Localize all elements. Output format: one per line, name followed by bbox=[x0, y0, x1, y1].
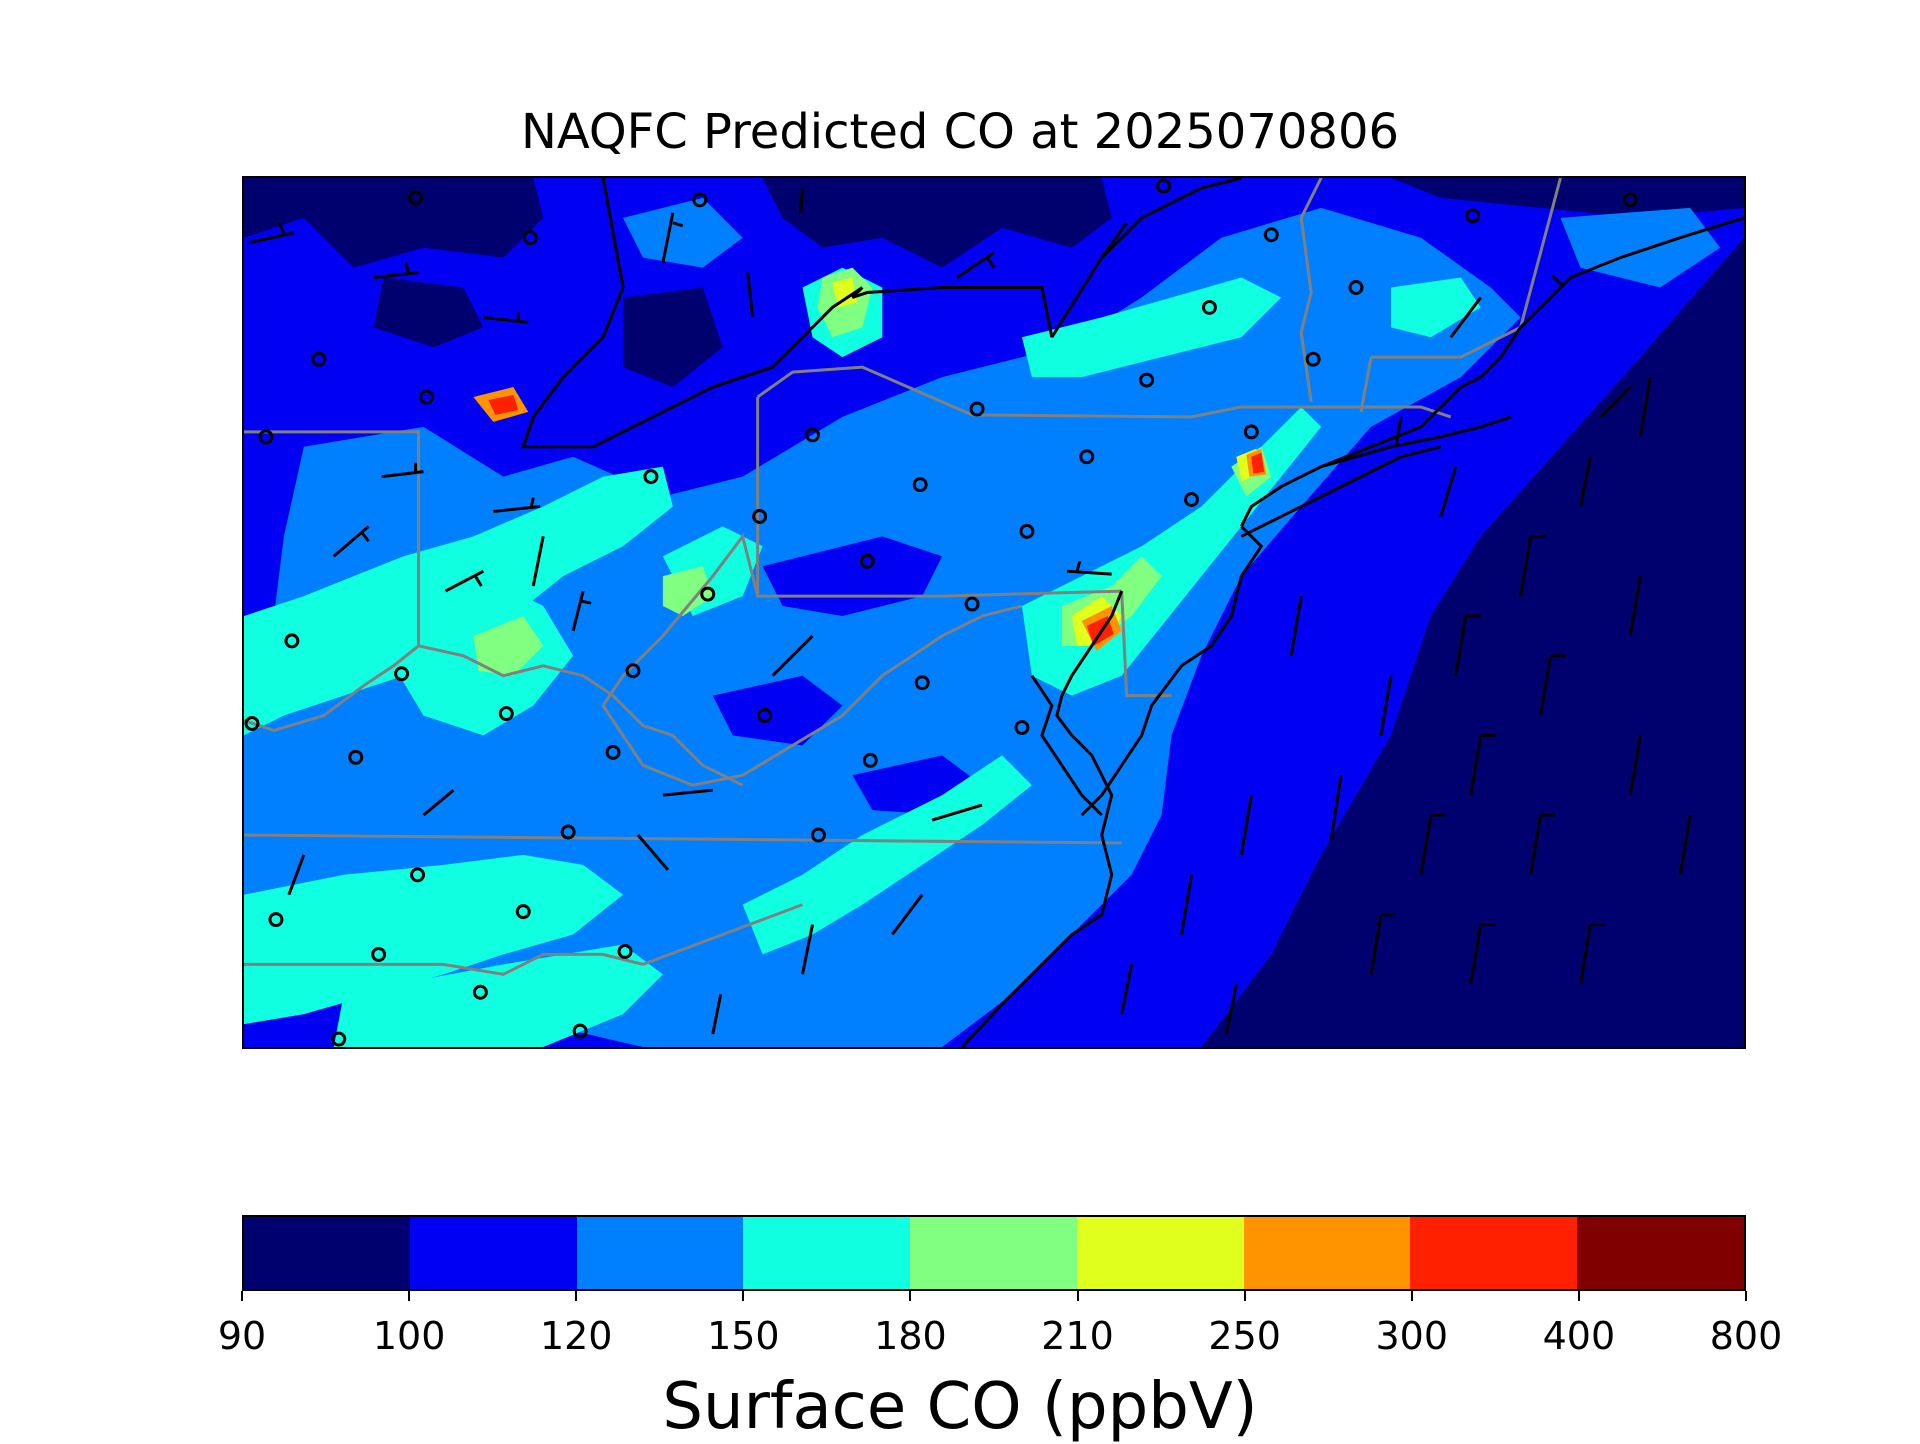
colorbar-segment-4 bbox=[910, 1217, 1077, 1289]
colorbar-tick-label: 300 bbox=[1375, 1314, 1449, 1358]
colorbar-segment-2 bbox=[576, 1217, 744, 1289]
colorbar-segment-3 bbox=[743, 1217, 911, 1289]
colorbar-tick bbox=[1243, 1291, 1246, 1301]
state-borders bbox=[244, 178, 1562, 976]
colorbar-tick-label: 100 bbox=[372, 1314, 446, 1358]
colorbar-segment-8 bbox=[1577, 1217, 1745, 1289]
colorbar-tick-label: 210 bbox=[1041, 1314, 1114, 1358]
colorbar-tick bbox=[408, 1291, 411, 1301]
colorbar-tick-label: 120 bbox=[539, 1314, 613, 1358]
colorbar-segment-1 bbox=[409, 1217, 577, 1289]
colorbar-segment-0 bbox=[244, 1217, 410, 1289]
colorbar-segment-6 bbox=[1243, 1217, 1411, 1289]
colorbar-tick bbox=[909, 1291, 912, 1301]
chart-title: NAQFC Predicted CO at 2025070806 bbox=[520, 104, 1400, 160]
colorbar-tick-label: 150 bbox=[707, 1314, 780, 1358]
colorbar-segment-5 bbox=[1076, 1217, 1244, 1289]
co-region-90-100 bbox=[244, 178, 1744, 1047]
colorbar bbox=[242, 1215, 1746, 1291]
colorbar-tick bbox=[575, 1291, 578, 1301]
station-markers bbox=[244, 178, 1638, 1047]
wind-barbs bbox=[248, 187, 1692, 1035]
coastlines bbox=[521, 178, 1744, 1047]
colorbar-tick bbox=[1076, 1291, 1079, 1301]
colorbar-tick bbox=[1577, 1291, 1580, 1301]
colorbar-tick-label: 250 bbox=[1208, 1314, 1281, 1358]
colorbar-tick bbox=[241, 1291, 243, 1301]
colorbar-tick-label: 400 bbox=[1542, 1314, 1616, 1358]
colorbar-segment-7 bbox=[1410, 1217, 1578, 1289]
colorbar-tick bbox=[742, 1291, 745, 1301]
colorbar-tick-label: 800 bbox=[1709, 1314, 1783, 1358]
map-panel bbox=[242, 176, 1746, 1049]
colorbar-label: Surface CO (ppbV) bbox=[662, 1370, 1258, 1444]
colorbar-tick-label: 180 bbox=[874, 1314, 947, 1358]
colorbar-tick bbox=[1410, 1291, 1413, 1301]
colorbar-tick bbox=[1745, 1291, 1747, 1301]
colorbar-tick-label: 90 bbox=[217, 1314, 267, 1358]
co-map bbox=[244, 178, 1744, 1047]
